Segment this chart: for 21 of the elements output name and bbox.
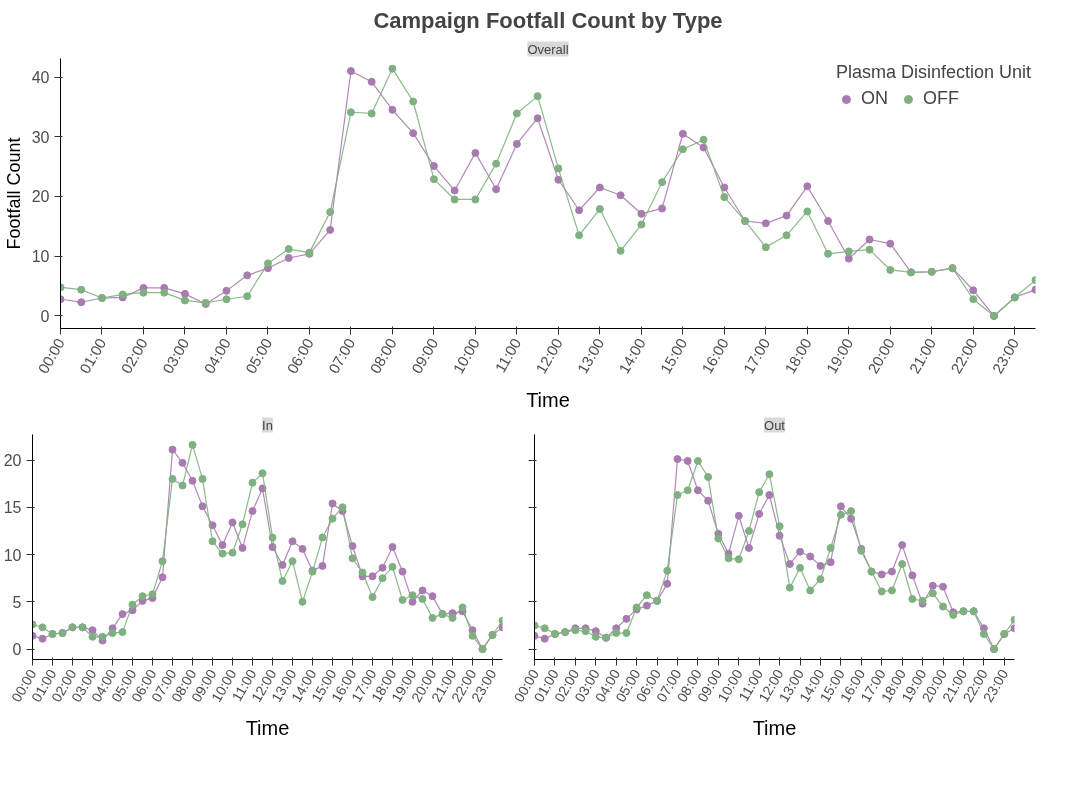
y-tick-label: 15: [3, 499, 22, 517]
y-tick-label: 10: [3, 546, 22, 564]
legend-label: ON: [860, 88, 888, 109]
y-tick-label: 5: [12, 593, 22, 611]
y-tick-label: 0: [12, 641, 22, 659]
chart-title: Out: [764, 417, 786, 433]
y-tick-label: 20: [31, 188, 50, 206]
y-tick-label: 20: [3, 452, 22, 470]
x-axis-title: Time: [526, 388, 570, 411]
x-axis-title: Time: [245, 716, 290, 739]
y-tick-label: 10: [31, 248, 50, 266]
x-axis-title: Time: [752, 716, 797, 739]
y-tick-label: 30: [31, 128, 50, 146]
chart-title: Campaign Footfall Count by Type: [373, 7, 723, 33]
y-tick-label: 0: [40, 307, 50, 325]
chart-title: In: [262, 417, 273, 433]
y-axis-title: Footfall Count: [3, 137, 24, 250]
chart-subtitle: Overall: [527, 41, 569, 57]
legend-label: OFF: [922, 88, 959, 109]
legend-title: Plasma Disinfection Unit: [835, 62, 1031, 83]
y-tick-label: 40: [31, 69, 50, 87]
